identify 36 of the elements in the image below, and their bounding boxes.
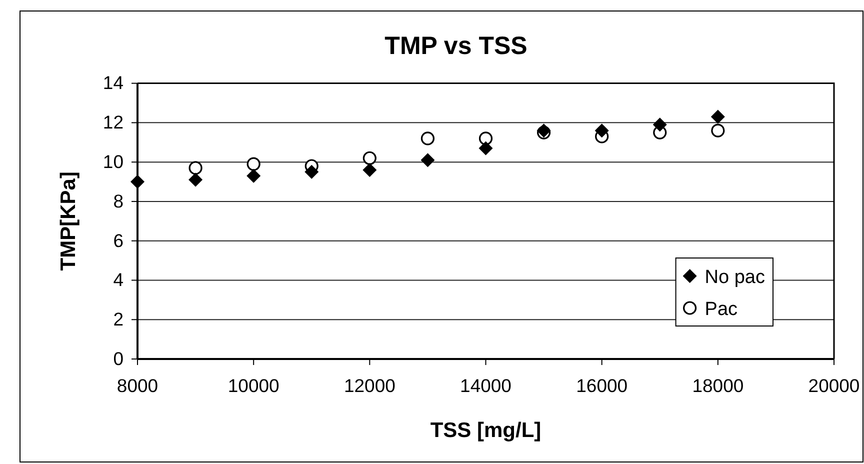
y-tick-label: 4 (113, 269, 124, 290)
x-tick-label: 12000 (344, 375, 396, 396)
point (420, 132, 435, 146)
y-tick-label: 0 (113, 348, 124, 369)
point (420, 153, 435, 168)
point (304, 164, 319, 179)
y-tick-label: 12 (102, 112, 124, 133)
point (594, 124, 609, 138)
x-tick-label: 14000 (460, 375, 512, 396)
point (362, 151, 376, 165)
legend-label: No pac (704, 267, 765, 288)
point (652, 118, 667, 132)
point (246, 168, 261, 183)
point (478, 132, 493, 146)
point (188, 172, 203, 187)
y-tick-label: 6 (113, 230, 124, 251)
point (710, 110, 725, 124)
chart-title: TMP vs TSS (384, 32, 528, 60)
y-tick-label: 10 (102, 150, 124, 172)
legend-label: Pac (704, 299, 738, 320)
y-tick-label: 8 (113, 190, 124, 212)
x-tick-label: 20000 (808, 375, 860, 396)
x-tick-label: 10000 (228, 375, 280, 396)
point (246, 157, 260, 171)
y-tick-label: 2 (113, 308, 124, 330)
point (478, 141, 493, 156)
y-tick-label: 14 (102, 72, 124, 94)
point (130, 174, 144, 189)
point (711, 124, 725, 138)
y-axis-title: TMP[KPa] (57, 172, 80, 271)
x-tick-label: 18000 (692, 375, 744, 396)
point (188, 161, 202, 175)
x-tick-label: 16000 (576, 375, 628, 396)
point (362, 162, 377, 177)
x-axis-title: TSS [mg/L] (430, 419, 542, 442)
x-tick-label: 8000 (116, 375, 158, 396)
